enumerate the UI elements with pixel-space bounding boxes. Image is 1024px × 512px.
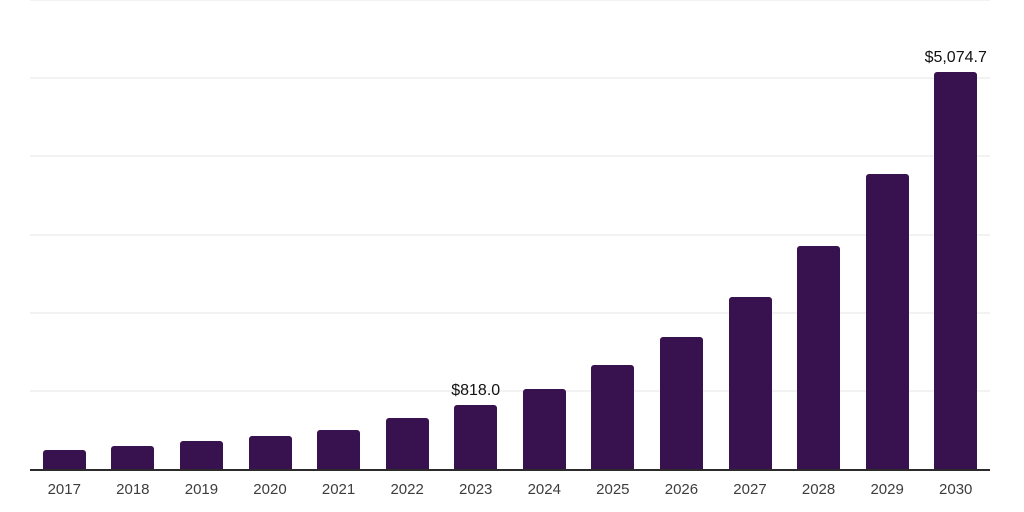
x-tick-label-2025: 2025 — [596, 481, 630, 498]
x-tick-label-2020: 2020 — [253, 481, 287, 498]
x-tick-label-2018: 2018 — [116, 481, 150, 498]
gridline-6000 — [30, 0, 990, 1]
x-tick-label-2030: 2030 — [939, 481, 973, 498]
bar-value-label-2030: $5,074.7 — [924, 49, 987, 67]
gridline-5000 — [30, 77, 990, 80]
bar-2030 — [934, 72, 978, 469]
x-tick-label-2021: 2021 — [321, 481, 356, 498]
bar-2020 — [248, 435, 292, 469]
bar-2017 — [42, 450, 86, 469]
x-tick-label-2017: 2017 — [47, 481, 81, 498]
bar-2024 — [522, 388, 566, 469]
gridline-4000 — [30, 155, 990, 158]
bar-2019 — [179, 441, 223, 469]
gridline-3000 — [30, 233, 990, 236]
bar-2021 — [317, 429, 361, 469]
x-tick-label-2022: 2022 — [390, 481, 424, 498]
bar-2025 — [591, 365, 635, 469]
x-tick-label-2019: 2019 — [184, 481, 219, 498]
bar-2027 — [728, 297, 772, 469]
bar-2029 — [865, 173, 909, 469]
x-tick-label-2026: 2026 — [664, 481, 699, 498]
bar-2018 — [111, 446, 155, 469]
gridline-1000 — [30, 389, 990, 392]
gridline-2000 — [30, 311, 990, 314]
bar-chart: $818.0 $5,074.7 2017 2018 2019 2020 2021 2022 2… — [30, 0, 990, 512]
x-axis-labels: 2017 2018 2019 2020 2021 2022 2023 2024 2025 2026… — [30, 481, 990, 505]
x-tick-label-2023: 2023 — [459, 481, 493, 498]
plot-area: $818.0 $5,074.7 — [30, 0, 990, 469]
x-tick-label-2024: 2024 — [527, 481, 561, 498]
x-tick-label-2029: 2029 — [870, 481, 904, 498]
x-tick-label-2027: 2027 — [733, 481, 767, 498]
bar-2022 — [385, 418, 429, 469]
bar-2028 — [797, 245, 841, 469]
bar-2023 — [454, 405, 498, 469]
x-tick-label-2028: 2028 — [801, 481, 836, 498]
bar-2026 — [659, 336, 703, 469]
x-axis-line — [30, 469, 990, 471]
bar-value-label-2023: $818.0 — [451, 382, 501, 400]
